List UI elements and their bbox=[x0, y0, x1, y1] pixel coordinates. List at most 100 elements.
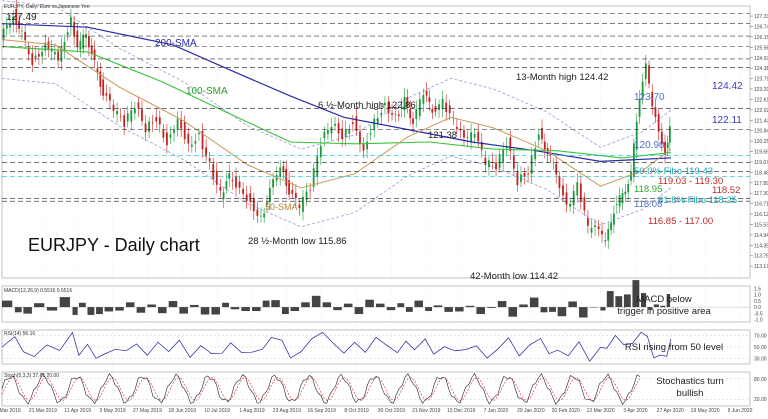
y-tick-label: 126.150 bbox=[754, 35, 768, 41]
candle-body bbox=[398, 114, 400, 116]
macd-bar bbox=[487, 307, 496, 308]
candle-body bbox=[610, 222, 612, 230]
candle-body bbox=[166, 133, 168, 146]
candle-body bbox=[477, 132, 479, 142]
candle-body bbox=[141, 109, 143, 121]
candle-body bbox=[73, 22, 75, 37]
candle-body bbox=[359, 132, 361, 144]
candle-body bbox=[239, 182, 241, 188]
candle-body bbox=[667, 143, 669, 149]
macd-bar bbox=[568, 301, 577, 307]
y-tick-label: 127.330 bbox=[754, 14, 768, 20]
candle-body bbox=[187, 134, 189, 144]
candle-body bbox=[648, 65, 650, 83]
label-28-month-low: 28 ½-Month low 115.86 bbox=[248, 236, 347, 247]
macd-bar bbox=[34, 303, 44, 307]
candle-body bbox=[435, 106, 437, 112]
candle-body bbox=[594, 225, 596, 227]
macd-bar bbox=[201, 307, 210, 314]
x-tick-label: 21 Mar 2019 bbox=[29, 408, 57, 414]
macd-bar bbox=[406, 307, 413, 312]
x-tick-label: 30 Oct 2019 bbox=[378, 408, 405, 414]
macd-bar bbox=[301, 302, 310, 307]
candle-body bbox=[538, 135, 540, 141]
candle-body bbox=[263, 214, 265, 218]
label-50-sma: 50-SMA bbox=[265, 202, 298, 212]
candle-body bbox=[338, 123, 340, 133]
x-tick-label: 13 Dec 2019 bbox=[447, 408, 476, 414]
candle-body bbox=[380, 113, 382, 115]
macd-bar bbox=[137, 307, 146, 313]
candle-body bbox=[67, 32, 69, 35]
candle-body bbox=[79, 41, 81, 50]
candle-body bbox=[419, 99, 421, 116]
x-tick-label: 7 Mar 2019 bbox=[0, 408, 21, 414]
candle-body bbox=[309, 190, 311, 191]
candle-body bbox=[152, 123, 154, 124]
macd-bar bbox=[169, 301, 178, 307]
y-tick-label: 123.200 bbox=[754, 87, 768, 93]
candle-body bbox=[627, 184, 629, 192]
chart-info-header: EURJPY, Daily: Euro vs Japanese Yen bbox=[4, 4, 90, 10]
candle-body bbox=[517, 172, 519, 185]
candle-body bbox=[412, 118, 414, 124]
candle-body bbox=[109, 94, 111, 100]
candle-body bbox=[320, 146, 322, 157]
candle-body bbox=[520, 175, 522, 183]
candle-body bbox=[377, 118, 379, 123]
macd-tick-label: 0.5 bbox=[754, 299, 761, 305]
candle-body bbox=[31, 53, 33, 65]
candle-body bbox=[120, 116, 122, 117]
macd-bar bbox=[147, 304, 156, 307]
label-fibo-618: 61.8% Fibo 118.25 bbox=[658, 195, 737, 206]
macd-bar bbox=[126, 302, 135, 307]
label-124-42: 124.42 bbox=[712, 81, 743, 92]
candle-body bbox=[373, 119, 375, 130]
y-tick-label: 126.740 bbox=[754, 24, 768, 30]
candle-body bbox=[607, 229, 609, 241]
label-121-38: 121.38 bbox=[428, 130, 457, 141]
candle-body bbox=[184, 122, 186, 139]
macd-bar bbox=[387, 307, 396, 310]
candle-body bbox=[272, 179, 274, 187]
macd-bar bbox=[519, 304, 528, 307]
x-tick-label: 16 Sep 2019 bbox=[308, 408, 337, 414]
candle-body bbox=[499, 154, 501, 168]
candle-body bbox=[391, 113, 393, 115]
candle-body bbox=[159, 117, 161, 124]
candle-body bbox=[219, 187, 221, 191]
candle-body bbox=[177, 119, 179, 130]
candle-body bbox=[316, 156, 318, 177]
macd-bar bbox=[323, 302, 332, 307]
candle-body bbox=[456, 127, 458, 129]
macd-bar bbox=[15, 307, 22, 312]
candle-body bbox=[134, 109, 136, 114]
macd-bar bbox=[607, 291, 614, 307]
candle-body bbox=[130, 110, 132, 121]
stoch-tick-label: 80.00 bbox=[754, 377, 767, 383]
candle-body bbox=[509, 138, 511, 151]
candle-body bbox=[253, 198, 255, 211]
rsi-tick-label: 30.00 bbox=[754, 356, 767, 362]
label-127-49: 127.49 bbox=[6, 12, 37, 23]
candle-body bbox=[576, 182, 578, 195]
candle-body bbox=[559, 176, 561, 188]
x-tick-label: 8 Oct 2019 bbox=[344, 408, 369, 414]
macd-bar bbox=[60, 297, 70, 307]
candle-body bbox=[41, 52, 43, 56]
candle-body bbox=[587, 218, 589, 226]
candle-body bbox=[38, 54, 40, 57]
candle-body bbox=[191, 145, 193, 147]
x-tick-label: 19 May 2020 bbox=[691, 408, 720, 414]
x-tick-label: 20 Feb 2020 bbox=[552, 408, 580, 414]
macd-tick-label: -0.5 bbox=[754, 311, 763, 317]
candle-body bbox=[35, 56, 37, 58]
candle-body bbox=[484, 158, 486, 164]
macd-bar bbox=[376, 304, 385, 307]
x-tick-label: 27 Apr 2020 bbox=[657, 408, 684, 414]
macd-bar bbox=[79, 303, 86, 307]
macd-bar bbox=[530, 298, 539, 308]
macd-bar bbox=[105, 307, 114, 311]
candle-body bbox=[622, 193, 624, 203]
candle-body bbox=[195, 141, 197, 144]
